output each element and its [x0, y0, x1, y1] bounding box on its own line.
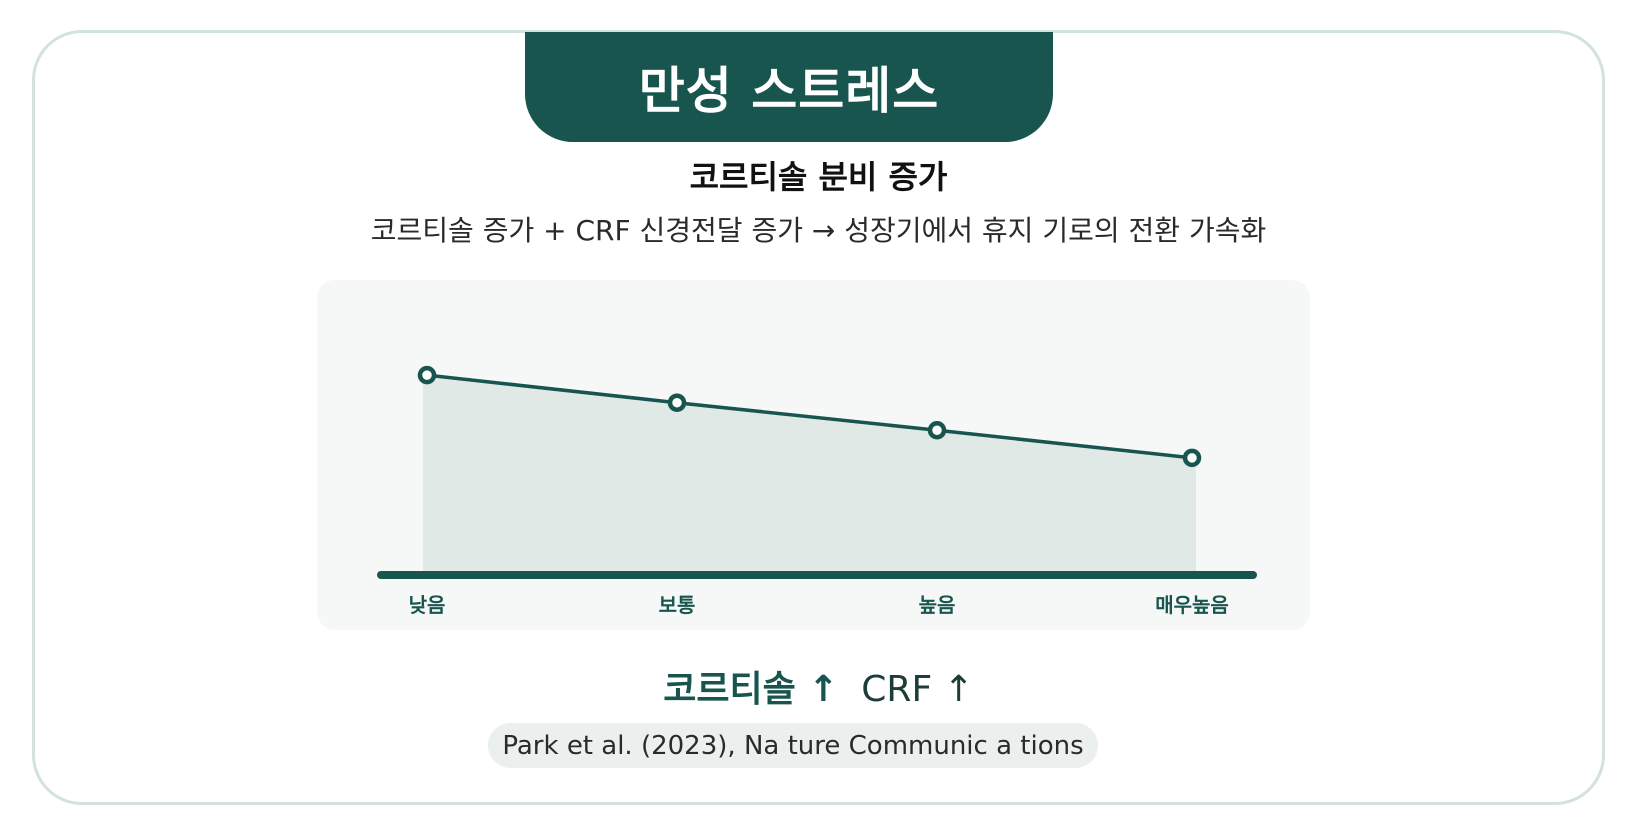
- data-point-3: [927, 421, 947, 440]
- x-tick-label-4: 매우높음: [1155, 593, 1229, 617]
- x-tick-label-3: 높음: [919, 593, 956, 617]
- area-fill: [423, 375, 1196, 575]
- series-line: [426, 373, 1193, 460]
- data-point-2: [667, 393, 687, 412]
- formula-cortisol: 코르티솔 ↑: [663, 669, 839, 710]
- formula: 코르티솔 ↑ CRF ↑: [0, 660, 1637, 712]
- data-point-4: [1182, 448, 1202, 468]
- page-title: 만성 스트레스: [638, 62, 940, 120]
- title-banner: 만성 스트레스: [525, 32, 1053, 142]
- citation-badge: Park et al. (2023), Na ture Communic a t…: [488, 723, 1098, 768]
- line-area-chart: 낮음 보통 높음 매우높음: [377, 365, 1257, 617]
- description: 코르티솔 증가 + CRF 신경전달 증가 → 성장기에서 휴지 기로의 전환 …: [370, 214, 1267, 247]
- x-tick-label-2: 보통: [659, 593, 696, 617]
- formula-crf: CRF ↑: [861, 669, 974, 710]
- data-point-1: [417, 365, 437, 385]
- subtitle: 코르티솔 분비 증가: [689, 158, 948, 196]
- x-tick-label-1: 낮음: [409, 593, 446, 617]
